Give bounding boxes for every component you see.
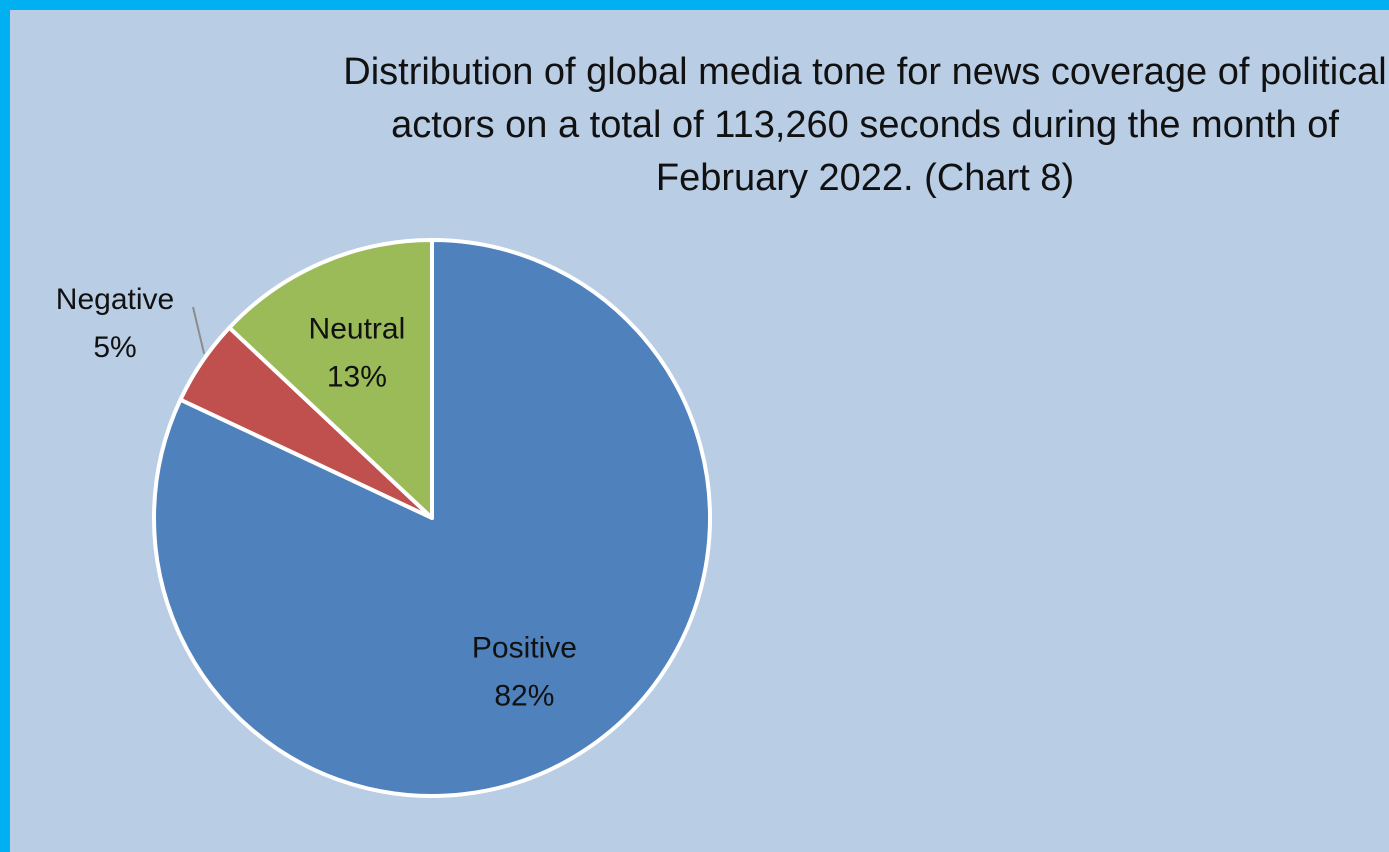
pie-chart: Positive 82% Negative 5% Neutral 13%	[56, 238, 712, 798]
chart-title: Distribution of global media tone for ne…	[343, 51, 1387, 199]
chart-area: Distribution of global media tone for ne…	[10, 10, 1389, 852]
slice-value-label-negative: 5%	[93, 331, 136, 364]
slice-category-label-positive: Positive	[472, 632, 577, 665]
slice-category-label-neutral: Neutral	[309, 313, 406, 346]
pie-slices	[152, 238, 712, 798]
pie-slice-positive	[152, 238, 712, 798]
leader-line-negative	[192, 306, 206, 354]
slice-category-label-negative: Negative	[56, 283, 174, 316]
slice-value-label-neutral: 13%	[327, 361, 387, 394]
slice-value-label-positive: 82%	[494, 680, 554, 713]
pie-slice-neutral	[227, 238, 434, 520]
pie-labels: Positive 82% Negative 5% Neutral 13%	[56, 283, 577, 713]
